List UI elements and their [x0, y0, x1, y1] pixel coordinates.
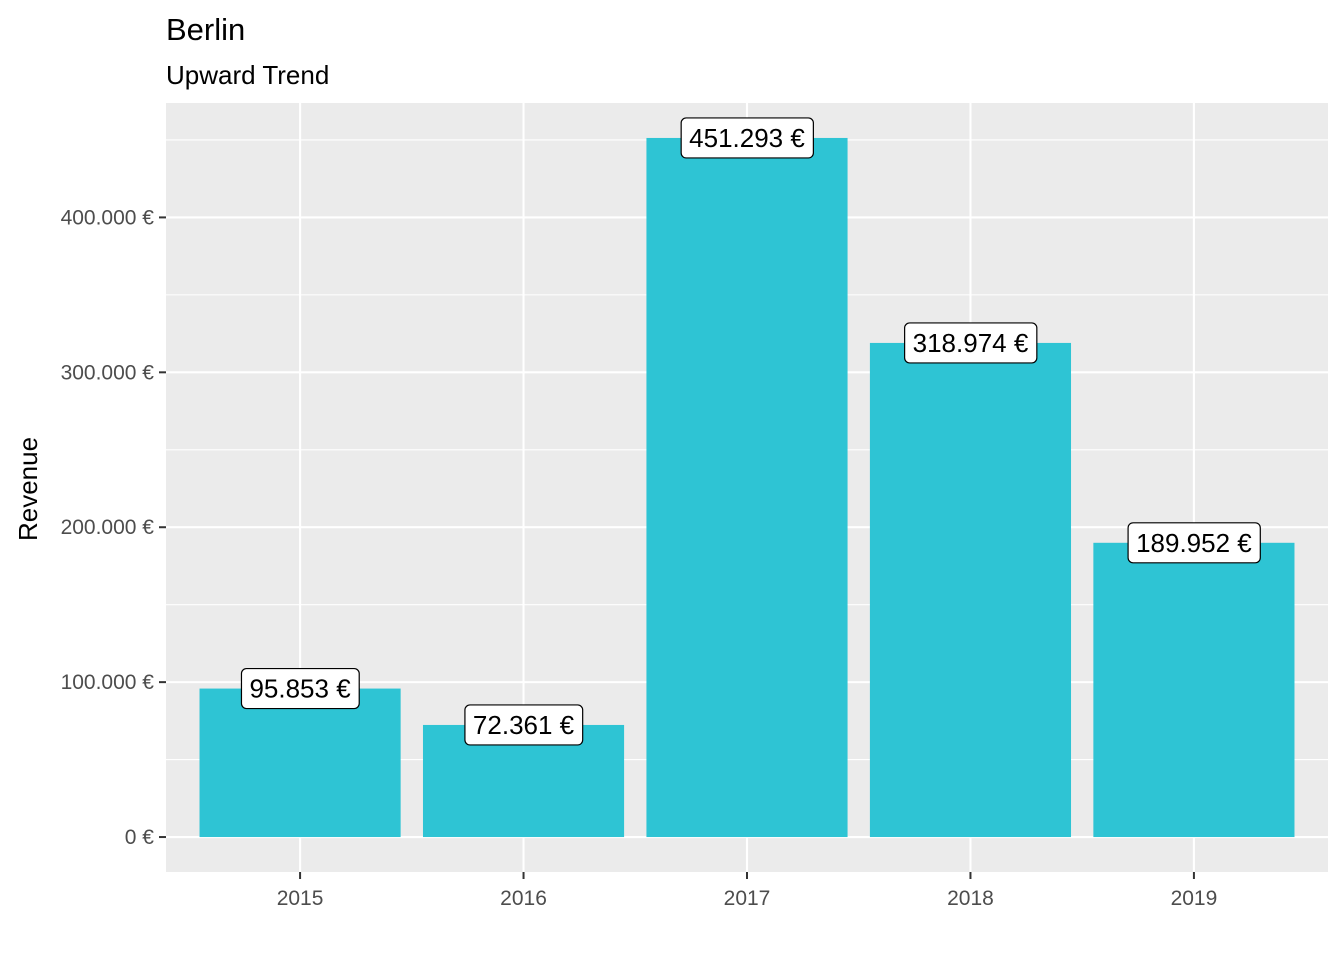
data-label-text: 451.293 € [689, 123, 805, 153]
x-axis: 2015 2016 2017 2018 2019 [277, 872, 1218, 910]
data-label-2017: 451.293 € [680, 117, 814, 159]
x-tick-label: 2019 [1171, 887, 1218, 910]
x-tick-label: 2015 [277, 887, 324, 910]
bar-2015 [199, 688, 401, 838]
y-tick-label: 300.000 € [61, 361, 155, 384]
data-label-2016: 72.361 € [464, 704, 584, 746]
data-label-box [464, 704, 584, 746]
data-label-box [1127, 522, 1261, 564]
y-tick-label: 400.000 € [61, 206, 155, 229]
x-tick-label: 2016 [500, 887, 547, 910]
data-labels-group: 95.853 € 72.361 € 451.293 € 318.974 € 189.95… [240, 117, 1261, 746]
chart-title: Berlin [166, 12, 245, 47]
data-label-2015: 95.853 € [240, 667, 360, 710]
chart-subtitle: Upward Trend [166, 60, 329, 90]
bar-2018 [869, 342, 1072, 838]
x-tick-label: 2017 [724, 887, 771, 910]
y-axis: 0 € 100.000 € 200.000 € 300.000 € 400.000 € [61, 206, 166, 849]
data-label-box [680, 117, 814, 159]
data-label-2019: 189.952 € [1127, 522, 1261, 564]
data-label-text: 318.974 € [913, 328, 1029, 358]
y-tick-label: 100.000 € [61, 671, 155, 694]
data-label-text: 72.361 € [473, 710, 575, 740]
y-tick-label: 200.000 € [61, 516, 155, 539]
x-tick-label: 2018 [947, 887, 994, 910]
data-label-box [240, 667, 360, 710]
data-label-text: 95.853 € [249, 674, 351, 704]
bar-2017 [646, 137, 848, 838]
y-axis-title: Revenue [13, 437, 43, 541]
data-label-box [904, 322, 1038, 364]
data-label-text: 189.952 € [1136, 528, 1252, 558]
y-tick-label: 0 € [125, 826, 155, 849]
bars-group [199, 137, 1295, 838]
bar-2019 [1093, 542, 1295, 838]
data-label-2018: 318.974 € [904, 322, 1038, 364]
